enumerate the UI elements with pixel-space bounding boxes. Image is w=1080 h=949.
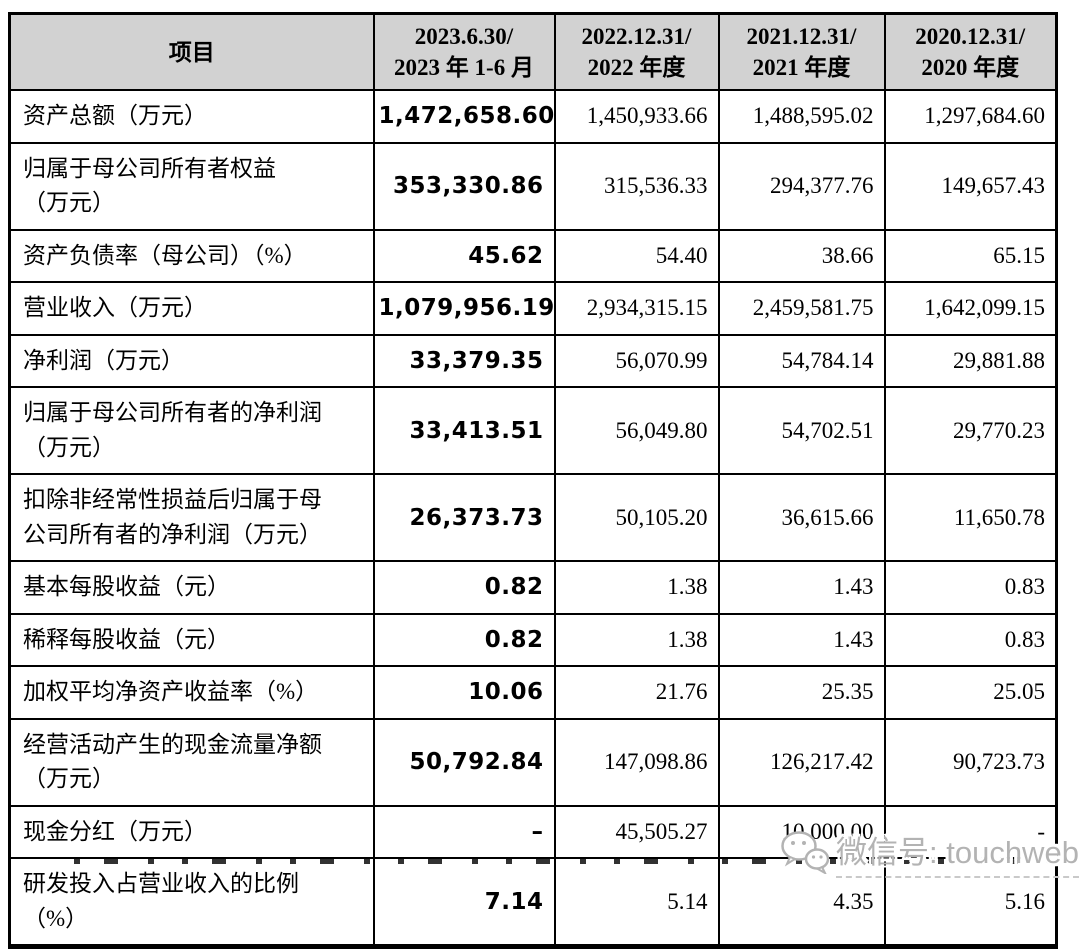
row-value: 126,217.42: [717, 717, 886, 807]
row-value: -: [883, 804, 1058, 860]
row-label: 营业收入（万元）: [8, 281, 375, 336]
table-row: 经营活动产生的现金流量净额 （万元） 50,792.84 147,098.86 126…: [8, 717, 1058, 807]
row-value: 45.62: [372, 228, 556, 284]
row-value: 36,615.66: [717, 473, 886, 563]
row-value: 65.15: [883, 228, 1058, 284]
watermark-text: 微信号: touchweb: [836, 827, 1079, 878]
row-value: 1,642,099.15: [883, 281, 1058, 336]
table-body: 资产总额（万元） 1,472,658.60 1,450,933.66 1,488,59…: [8, 89, 1058, 948]
header-item: 项目: [8, 12, 375, 92]
row-value: 294,377.76: [717, 141, 886, 231]
row-value: 56,070.99: [553, 333, 720, 389]
header-period-2021: 2021.12.31/ 2021 年度: [717, 12, 886, 92]
row-value: 33,413.51: [372, 386, 556, 476]
row-value: 0.82: [372, 612, 556, 668]
row-label: 经营活动产生的现金流量净额 （万元）: [8, 717, 375, 807]
row-value: 2,934,315.15: [553, 281, 720, 336]
row-value: 315,536.33: [553, 141, 720, 231]
row-value: 1,488,595.02: [717, 89, 886, 144]
table-row: 净利润（万元） 33,379.35 56,070.99 54,784.14 29,881…: [8, 333, 1058, 389]
row-value: 5.14: [553, 857, 720, 948]
row-value: 90,723.73: [883, 717, 1058, 807]
row-value: 147,098.86: [553, 717, 720, 807]
header-period-2020: 2020.12.31/ 2020 年度: [883, 12, 1058, 92]
table-row: 归属于母公司所有者权益 （万元） 353,330.86 315,536.33 294,…: [8, 141, 1058, 231]
row-value: 149,657.43: [883, 141, 1058, 231]
row-value: 56,049.80: [553, 386, 720, 476]
row-value: 7.14: [372, 857, 556, 948]
row-label: 加权平均净资产收益率（%）: [8, 665, 375, 720]
header-row: 项目 2023.6.30/ 2023 年 1-6 月 2022.12.31/ 2…: [8, 12, 1058, 92]
financial-summary-table: 项目 2023.6.30/ 2023 年 1-6 月 2022.12.31/ 2…: [8, 12, 1058, 949]
row-label: 资产负债率（母公司）（%）: [8, 228, 375, 284]
row-label: 现金分红（万元）: [8, 804, 375, 860]
table-row: 稀释每股收益（元） 0.82 1.38 1.43 0.83: [8, 612, 1058, 668]
row-value: 54.40: [553, 228, 720, 284]
row-value: 353,330.86: [372, 141, 556, 231]
cropped-text-fragments: [74, 859, 1074, 864]
row-label: 归属于母公司所有者权益 （万元）: [8, 141, 375, 231]
row-value: –: [372, 804, 556, 860]
row-value: 38.66: [717, 228, 886, 284]
row-value: 1,079,956.19: [372, 281, 556, 336]
table-row: 加权平均净资产收益率（%） 10.06 21.76 25.35 25.05: [8, 665, 1058, 720]
row-label: 扣除非经常性损益后归属于母 公司所有者的净利润（万元）: [8, 473, 375, 563]
row-value: 50,792.84: [372, 717, 556, 807]
row-value: 1,297,684.60: [883, 89, 1058, 144]
row-value: 54,784.14: [717, 333, 886, 389]
row-label: 研发投入占营业收入的比例 （%）: [8, 857, 375, 948]
table-header: 项目 2023.6.30/ 2023 年 1-6 月 2022.12.31/ 2…: [8, 12, 1058, 92]
row-value: 21.76: [553, 665, 720, 720]
row-value: 2,459,581.75: [717, 281, 886, 336]
row-label: 资产总额（万元）: [8, 89, 375, 144]
row-value: 1,472,658.60: [372, 89, 556, 144]
wechat-icon: [781, 831, 830, 874]
row-value: 1,450,933.66: [553, 89, 720, 144]
row-value: 10.06: [372, 665, 556, 720]
row-value: 29,881.88: [883, 333, 1058, 389]
header-period-2023: 2023.6.30/ 2023 年 1-6 月: [372, 12, 556, 92]
row-value: 1.38: [553, 560, 720, 615]
table-row: 现金分红（万元） –45,505.27 10,000.00-: [8, 804, 1058, 860]
table-row: 归属于母公司所有者的净利润 （万元） 33,413.51 56,049.80 54,7…: [8, 386, 1058, 476]
row-value: 25.05: [883, 665, 1058, 720]
row-value: 50,105.20: [553, 473, 720, 563]
row-value: 25.35: [717, 665, 886, 720]
table-row: 扣除非经常性损益后归属于母 公司所有者的净利润（万元） 26,373.73 50,1…: [8, 473, 1058, 563]
row-value: 11,650.78: [883, 473, 1058, 563]
table-row: 营业收入（万元） 1,079,956.19 2,934,315.15 2,459,58…: [8, 281, 1058, 336]
row-label: 基本每股收益（元）: [8, 560, 375, 615]
wechat-watermark: 微信号: touchweb: [780, 826, 1079, 878]
row-value: 54,702.51: [717, 386, 886, 476]
row-value: 0.83: [883, 560, 1058, 615]
row-value: 0.83: [883, 612, 1058, 668]
table-row: 基本每股收益（元） 0.82 1.38 1.43 0.83: [8, 560, 1058, 615]
row-label: 稀释每股收益（元）: [8, 612, 375, 668]
row-label: 归属于母公司所有者的净利润 （万元）: [8, 386, 375, 476]
row-value: 0.82: [372, 560, 556, 615]
row-value: 1.38: [553, 612, 720, 668]
row-value: 1.43: [717, 560, 886, 615]
row-value: 29,770.23: [883, 386, 1058, 476]
header-period-2022: 2022.12.31/ 2022 年度: [553, 12, 720, 92]
table-row: 资产总额（万元） 1,472,658.60 1,450,933.66 1,488,59…: [8, 89, 1058, 144]
table-row: 资产负债率（母公司）（%） 45.62 54.40 38.66 65.15: [8, 228, 1058, 284]
row-label: 净利润（万元）: [8, 333, 375, 389]
row-value: 1.43: [717, 612, 886, 668]
row-value: 45,505.27: [553, 804, 720, 860]
row-value: 26,373.73: [372, 473, 556, 563]
row-value: 33,379.35: [372, 333, 556, 389]
